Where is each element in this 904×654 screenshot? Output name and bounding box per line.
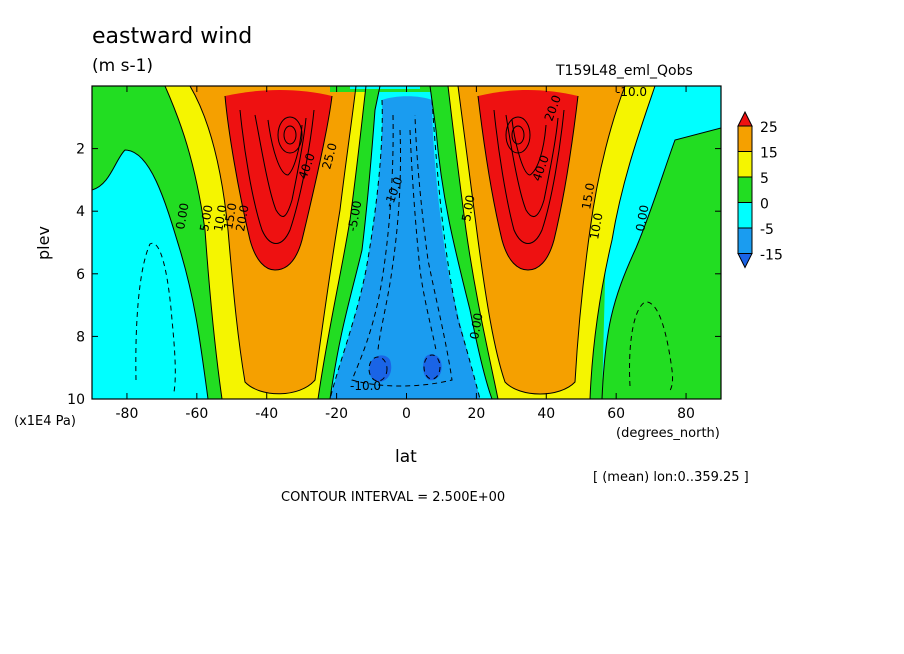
colorbar-arrow-top <box>737 110 753 127</box>
colorbar-segment <box>737 125 753 152</box>
contour-label: 10.0 <box>211 204 229 233</box>
contour-label: -10.0 <box>616 85 647 99</box>
colorbar-segment <box>737 176 753 203</box>
x-tick-label: 60 <box>607 406 625 422</box>
chart-units: (m s-1) <box>92 56 154 76</box>
contour-label: 5.00 <box>197 204 215 233</box>
y-tick-label: 4 <box>76 204 85 220</box>
colorbar-label: 15 <box>760 146 778 162</box>
x-tick-label: -60 <box>185 406 208 422</box>
contour-label: -10.0 <box>350 379 381 393</box>
y-axis: 2 4 6 8 10 <box>67 142 721 408</box>
colorbar-label: 5 <box>760 171 769 187</box>
x-tick-label: -20 <box>325 406 348 422</box>
y-tick-label: 2 <box>76 142 85 158</box>
x-tick-label: -80 <box>116 406 139 422</box>
y-axis-units: (x1E4 Pa) <box>14 414 76 429</box>
colorbar-segment <box>737 202 753 229</box>
contour-interval: CONTOUR INTERVAL = 2.500E+00 <box>281 490 506 505</box>
colorbar-segment <box>737 227 753 254</box>
filled-contours <box>92 86 721 399</box>
contour-label: -5.00 <box>345 199 364 232</box>
contour-label: 0.00 <box>173 202 191 231</box>
y-tick-label: 6 <box>76 267 85 283</box>
colorbar-label: -15 <box>760 248 783 264</box>
chart-title: eastward wind <box>92 24 253 49</box>
x-tick-label: -40 <box>255 406 278 422</box>
x-axis-label: lat <box>395 447 417 467</box>
colorbar-segment <box>737 151 753 178</box>
y-tick-label: 8 <box>76 329 85 345</box>
x-tick-label: 0 <box>402 406 411 422</box>
y-axis-label: plev <box>34 226 53 260</box>
contour-label: 20.0 <box>233 204 251 233</box>
colorbar-label: 0 <box>760 197 769 213</box>
run-name: T159L48_eml_Qobs <box>556 63 693 79</box>
contour-label: 0.00 <box>633 204 651 233</box>
x-axis-units: (degrees_north) <box>616 426 720 441</box>
contour-label: 25.0 <box>319 141 339 170</box>
colorbar-label: -5 <box>760 222 774 238</box>
colorbar: 25 15 5 0 -5 -15 <box>737 110 783 269</box>
contour-label: 5.00 <box>459 194 477 223</box>
colorbar-arrow-bottom <box>737 253 753 269</box>
x-tick-label: 80 <box>677 406 695 422</box>
negative-contours <box>135 99 673 399</box>
contour-label-group: 0.00 5.00 10.0 15.0 20.0 25.0 40.0 -5.00… <box>173 85 651 393</box>
contour-label: 10.0 <box>587 212 605 241</box>
contour-lines <box>92 86 721 399</box>
y-tick-label: 10 <box>67 392 85 408</box>
x-tick-label: 40 <box>537 406 555 422</box>
averaging-note: [ (mean) lon:0..359.25 ] <box>593 470 749 485</box>
x-tick-label: 20 <box>467 406 485 422</box>
contour-label: 0.00 <box>467 312 485 341</box>
colorbar-label: 25 <box>760 120 778 136</box>
contour-label: 15.0 <box>221 202 239 231</box>
x-axis: -80 -60 -40 -20 0 20 40 60 80 <box>116 86 695 422</box>
contour-label: 15.0 <box>579 182 597 211</box>
